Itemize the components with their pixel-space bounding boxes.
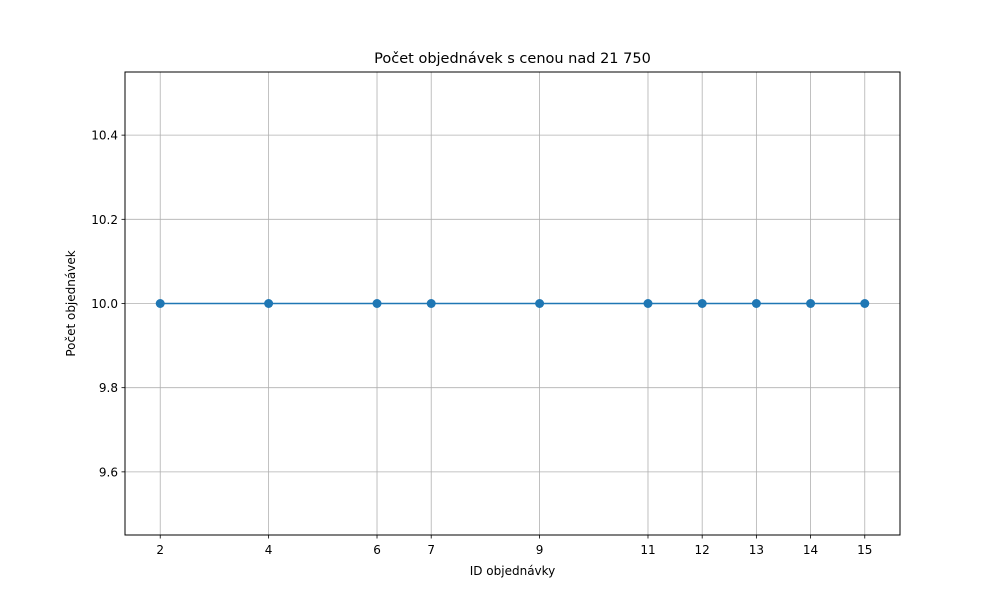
y-axis-title: Počet objednávek bbox=[64, 250, 78, 356]
x-tick-label: 11 bbox=[640, 543, 655, 557]
x-tick-label: 14 bbox=[803, 543, 818, 557]
data-point-marker bbox=[806, 299, 816, 308]
x-tick-label: 15 bbox=[857, 543, 872, 557]
x-tick-label: 9 bbox=[536, 543, 544, 557]
data-point-marker bbox=[264, 299, 274, 308]
x-tick-label: 4 bbox=[265, 543, 273, 557]
chart-title: Počet objednávek s cenou nad 21 750 bbox=[374, 51, 651, 67]
x-axis-ticks: 2 4 6 7 9 11 12 13 14 15 bbox=[156, 535, 872, 557]
data-point-marker bbox=[426, 299, 436, 308]
x-tick-label: 6 bbox=[373, 543, 381, 557]
data-point-marker bbox=[860, 299, 870, 308]
data-point-marker bbox=[643, 299, 653, 308]
x-tick-label: 12 bbox=[695, 543, 710, 557]
y-tick-label: 10.4 bbox=[91, 129, 118, 143]
x-axis-title: ID objednávky bbox=[470, 564, 556, 578]
data-point-marker bbox=[697, 299, 707, 308]
y-tick-label: 9.8 bbox=[99, 381, 118, 395]
data-point-marker bbox=[372, 299, 382, 308]
y-axis-ticks: 9.6 9.8 10.0 10.2 10.4 bbox=[91, 129, 125, 479]
y-tick-label: 9.6 bbox=[99, 465, 118, 479]
x-tick-label: 7 bbox=[427, 543, 435, 557]
y-tick-label: 10.0 bbox=[91, 297, 118, 311]
x-tick-label: 13 bbox=[749, 543, 764, 557]
series-layer bbox=[155, 299, 870, 308]
data-point-marker bbox=[751, 299, 761, 308]
data-point-marker bbox=[155, 299, 165, 308]
data-point-marker bbox=[535, 299, 545, 308]
x-tick-label: 2 bbox=[156, 543, 164, 557]
y-tick-label: 10.2 bbox=[91, 213, 118, 227]
